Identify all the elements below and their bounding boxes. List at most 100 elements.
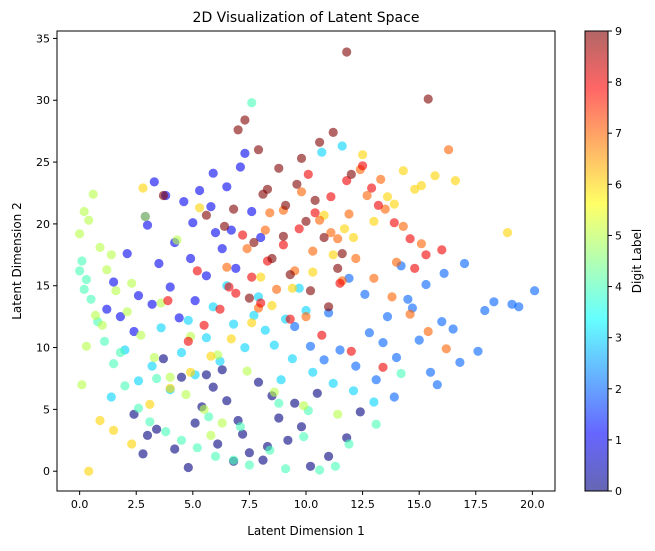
scatter-point-digit-1 (186, 253, 196, 264)
scatter-point-digit-6 (450, 176, 460, 186)
colorbar-ticks: 0 1 2 3 4 5 6 7 8 9 (608, 25, 622, 498)
scatter-point-digit-2 (514, 302, 524, 312)
scatter-point-digit-6 (145, 399, 155, 409)
scatter-point-digit-0 (244, 448, 254, 458)
scatter-point-digit-9 (342, 47, 352, 57)
scatter-point-digit-3 (176, 347, 187, 358)
scatter-point-digit-8 (294, 224, 304, 234)
scatter-point-digit-0 (305, 461, 316, 471)
scatter-point-digit-2 (391, 352, 402, 363)
scatter-point-digit-7 (260, 225, 270, 235)
scatter-point-digit-8 (410, 263, 420, 273)
scatter-point-digit-7 (308, 246, 318, 256)
scatter-point-digit-5 (149, 352, 159, 363)
scatter-point-digit-9 (296, 153, 307, 163)
scatter-point-digit-3 (269, 340, 279, 350)
colorbar-tick-label: 4 (615, 281, 622, 294)
scatter-point-digit-6 (416, 181, 426, 191)
scatter-point-digit-4 (133, 403, 144, 413)
scatter-point-digit-5 (333, 409, 343, 419)
scatter-point-digit-7 (222, 262, 232, 272)
scatter-point-digit-1 (195, 185, 205, 196)
scatter-point-digit-4 (86, 294, 96, 304)
scatter-point-digit-2 (421, 279, 431, 290)
scatter-point-digit-4 (274, 398, 284, 408)
scatter-point-digit-9 (267, 253, 277, 264)
scatter-point-digit-3 (369, 397, 379, 407)
scatter-point-digit-4 (120, 381, 130, 391)
scatter-point-digit-6 (267, 300, 277, 311)
scatter-point-digit-3 (183, 315, 193, 325)
scatter-point-digit-3 (249, 310, 259, 320)
scatter-point-digit-1 (208, 168, 218, 178)
y-tick-label: 15 (36, 280, 50, 293)
scatter-point-digit-1 (201, 271, 211, 281)
y-tick-label: 30 (36, 94, 50, 107)
scatter-point-digit-2 (414, 335, 424, 345)
x-axis-ticks: 0.0 2.5 5.0 7.5 10.0 12.5 15.0 17.5 20.0 (71, 491, 545, 511)
scatter-point-digit-5 (181, 389, 191, 400)
scatter-point-digit-7 (376, 174, 386, 184)
scatter-point-digit-2 (364, 328, 374, 338)
scatter-point-digit-2 (360, 289, 370, 299)
scatter-point-digit-9 (333, 263, 343, 273)
scatter-point-digit-4 (371, 419, 381, 429)
scatter-point-digit-3 (317, 147, 327, 157)
scatter-point-digit-1 (147, 299, 157, 309)
scatter-point-digit-8 (285, 314, 295, 324)
x-tick-label: 2.5 (127, 498, 145, 511)
scatter-point-digit-1 (174, 313, 184, 323)
scatter-point-digit-3 (133, 376, 144, 386)
scatter-point-digit-5 (172, 235, 182, 245)
scatter-point-digit-6 (206, 351, 216, 361)
scatter-point-digit-9 (281, 200, 291, 210)
scatter-point-digit-1 (188, 218, 198, 228)
scatter-point-digit-0 (253, 377, 264, 387)
colorbar-tick-label: 0 (615, 485, 622, 498)
scatter-point-digit-7 (326, 228, 336, 238)
scatter-point-digit-7 (265, 208, 275, 218)
scatter-point-digit-7 (380, 204, 390, 214)
scatter-point-digit-5 (199, 404, 209, 414)
scatter-point-digit-4 (79, 284, 89, 294)
scatter-point-digit-3 (337, 141, 347, 151)
scatter-point-digit-5 (111, 286, 121, 296)
scatter-point-digit-5 (79, 206, 89, 217)
scatter-point-digit-6 (195, 203, 205, 213)
scatter-point-digit-9 (253, 145, 264, 155)
scatter-point-digit-8 (405, 234, 415, 244)
colorbar-tick-label: 8 (615, 76, 622, 89)
y-tick-label: 5 (43, 403, 50, 416)
scatter-point-digit-1 (165, 282, 175, 292)
scatter-point-digit-5 (217, 418, 227, 428)
scatter-point-digit-4 (210, 451, 221, 461)
scatter-point-digit-9 (158, 190, 168, 201)
scatter-point-digit-7 (423, 326, 433, 337)
scatter-point-digit-0 (258, 455, 268, 465)
scatter-point-digit-2 (489, 297, 499, 307)
scatter-point-digit-1 (179, 197, 189, 207)
colorbar-tick-label: 2 (615, 383, 622, 396)
colorbar-tick-label: 1 (615, 434, 622, 447)
scatter-point-digit-2 (371, 375, 381, 385)
colorbar-tick-label: 6 (615, 178, 622, 191)
scatter-point-digit-6 (308, 267, 318, 277)
x-tick-label: 10.0 (294, 498, 319, 511)
scatter-point-digit-2 (403, 294, 413, 304)
scatter-point-digit-9 (305, 286, 316, 296)
scatter-point-digit-5 (106, 250, 116, 260)
scatter-point-digit-3 (287, 354, 297, 364)
scatter-point-digit-4 (115, 347, 125, 358)
scatter-point-digit-2 (473, 346, 483, 356)
scatter-point-digit-9 (285, 270, 295, 280)
scatter-point-digit-7 (315, 215, 325, 225)
scatter-point-digit-0 (158, 354, 168, 364)
scatter-point-digit-1 (149, 177, 159, 187)
scatter-point-digit-4 (229, 455, 239, 465)
scatter-point-digit-1 (226, 225, 236, 235)
scatter-point-digit-1 (154, 258, 164, 269)
scatter-point-digit-2 (389, 392, 399, 402)
scatter-point-digit-2 (459, 258, 470, 269)
